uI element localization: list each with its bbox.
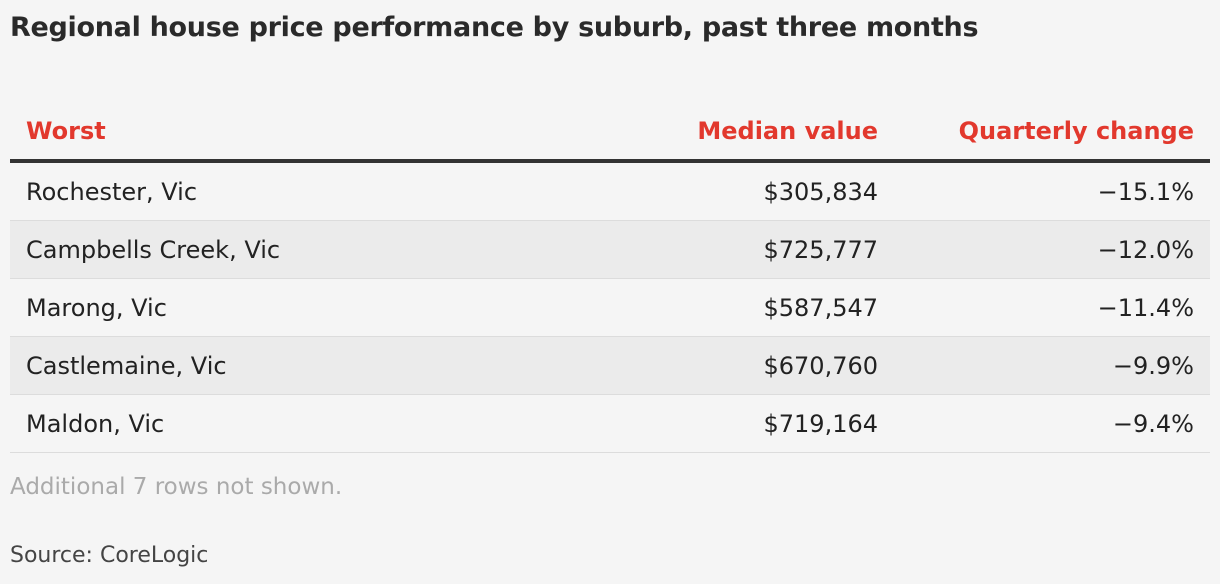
median-value-cell: $719,164	[462, 394, 894, 453]
table-row: Maldon, Vic $719,164 −9.4%	[10, 394, 1210, 453]
median-value-cell: $670,760	[462, 336, 894, 395]
table-row: Campbells Creek, Vic $725,777 −12.0%	[10, 220, 1210, 279]
suburb-cell: Marong, Vic	[10, 278, 462, 337]
quarterly-change-cell: −12.0%	[894, 220, 1210, 279]
suburb-cell: Maldon, Vic	[10, 394, 462, 453]
suburb-cell: Campbells Creek, Vic	[10, 220, 462, 279]
table-header-row: Worst Median value Quarterly change	[10, 102, 1210, 163]
quarterly-change-cell: −9.9%	[894, 336, 1210, 395]
column-header-quarterly-change: Quarterly change	[894, 102, 1210, 163]
suburb-cell: Castlemaine, Vic	[10, 336, 462, 395]
median-value-cell: $725,777	[462, 220, 894, 279]
table-row: Castlemaine, Vic $670,760 −9.9%	[10, 336, 1210, 395]
column-header-worst: Worst	[10, 102, 462, 163]
table-row: Marong, Vic $587,547 −11.4%	[10, 278, 1210, 337]
median-value-cell: $305,834	[462, 161, 894, 221]
median-value-cell: $587,547	[462, 278, 894, 337]
quarterly-change-cell: −11.4%	[894, 278, 1210, 337]
column-header-median-value: Median value	[462, 102, 894, 163]
table-row: Rochester, Vic $305,834 −15.1%	[10, 161, 1210, 221]
suburb-cell: Rochester, Vic	[10, 161, 462, 221]
rows-not-shown-note: Additional 7 rows not shown.	[10, 474, 343, 500]
source-credit: Source: CoreLogic	[10, 543, 209, 568]
data-table: Worst Median value Quarterly change Roch…	[10, 102, 1210, 453]
quarterly-change-cell: −15.1%	[894, 161, 1210, 221]
chart-title: Regional house price performance by subu…	[10, 12, 979, 43]
quarterly-change-cell: −9.4%	[894, 394, 1210, 453]
